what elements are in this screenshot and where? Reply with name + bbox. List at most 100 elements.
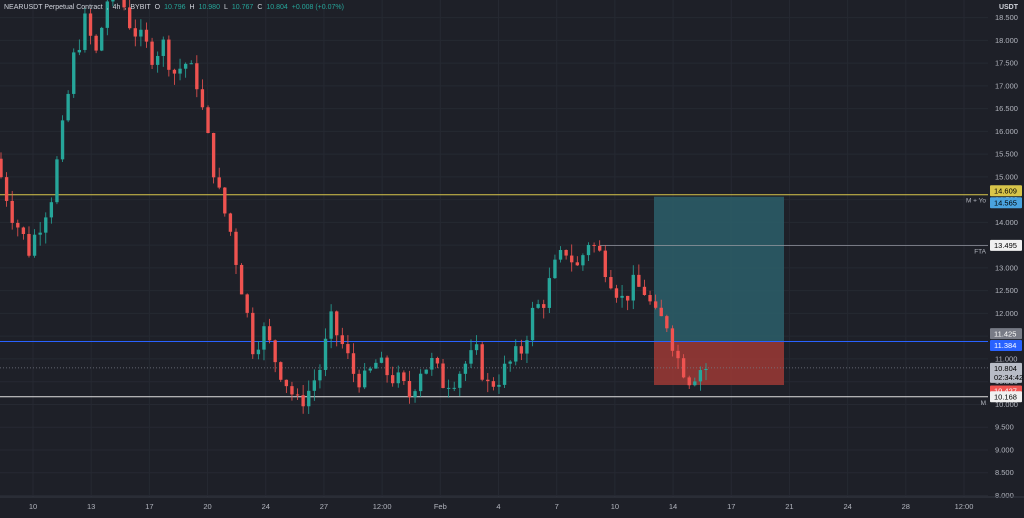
candle-body — [273, 340, 277, 363]
price-tick-label: 15.500 — [995, 150, 1018, 159]
candle-body — [346, 344, 350, 354]
candle-body — [88, 13, 93, 36]
candle-body — [340, 335, 344, 345]
candle-body — [301, 395, 305, 407]
candle-body — [446, 387, 451, 389]
candle-body — [413, 391, 417, 398]
symbol-legend[interactable]: NEARUSDT Perpetual Contract, 4h, BYBIT O… — [4, 4, 344, 11]
candle-body — [167, 39, 171, 70]
candle-body — [178, 68, 182, 74]
tag-stop-red: 10.427 — [994, 387, 1017, 396]
candle-body — [49, 202, 54, 218]
price-tick-label: 13.000 — [995, 263, 1018, 272]
candle-body — [458, 373, 462, 388]
price-tick-label: 12.500 — [995, 286, 1018, 295]
candle-body — [10, 200, 14, 223]
candle-body — [111, 0, 115, 2]
candle-body — [234, 231, 238, 265]
candle-body — [21, 227, 26, 235]
tag-top-blue: 14.565 — [994, 198, 1017, 207]
candle-body — [77, 49, 82, 53]
time-tick-label: 24 — [843, 502, 851, 511]
change-value: +0.008 (+0.07%) — [291, 4, 344, 11]
candle-body — [676, 350, 680, 359]
level-line-label: M — [981, 400, 986, 407]
stop-loss-zone — [654, 341, 784, 386]
time-tick-label: 21 — [785, 502, 793, 511]
candle-body — [262, 326, 266, 350]
candle-body — [452, 387, 456, 389]
candle-body — [407, 381, 412, 398]
price-tick-label: 11.000 — [995, 354, 1017, 363]
time-tick-label: 10 — [611, 502, 619, 511]
candle-body — [374, 362, 378, 369]
candle-body — [681, 358, 686, 378]
candle-body — [536, 304, 540, 308]
candle-body — [38, 232, 42, 235]
price-tick-label: 10.000 — [995, 400, 1018, 409]
tag-upper-blue-bg — [990, 339, 1022, 351]
candle-body — [27, 234, 31, 256]
candle-body — [183, 63, 188, 69]
time-tick-label: Feb — [434, 502, 447, 511]
candle-body — [161, 39, 165, 56]
symbol-name[interactable]: NEARUSDT Perpetual Contract — [4, 4, 103, 11]
candle-body — [491, 381, 496, 387]
tag-fta-bg — [990, 239, 1022, 251]
candle-body — [665, 316, 669, 329]
close-value: 10.804 — [266, 4, 288, 11]
candle-body — [223, 187, 227, 214]
time-tick-label: 28 — [902, 502, 910, 511]
candle-body — [206, 107, 210, 133]
price-tick-label: 8.500 — [995, 468, 1014, 477]
candle-body — [144, 29, 149, 42]
candle-body — [55, 159, 59, 203]
candle-body — [519, 346, 524, 354]
tag-last-price-bg — [990, 362, 1022, 383]
level-line-label: FTA — [974, 248, 986, 255]
price-tick-label: 18.000 — [995, 36, 1018, 45]
tag-last-price: 10.804 — [994, 364, 1017, 373]
candle-body — [693, 381, 697, 386]
time-axis[interactable]: 10 13 17 20 24 27 12:00 Feb 4 7 10 14 17 21 24 28 12:00 — [0, 496, 1024, 511]
candle-body — [307, 390, 311, 407]
time-tick-label: 24 — [262, 502, 270, 511]
candle-body — [625, 295, 630, 301]
price-axis[interactable]: 18.500 18.000 17.500 17.000 16.500 16.000 15.5… — [995, 13, 1018, 500]
time-tick-label: 12:00 — [955, 502, 974, 511]
candle-body — [564, 249, 568, 256]
candle-body — [474, 344, 479, 351]
candle-body — [295, 394, 300, 396]
candle-body — [267, 326, 272, 341]
candle-body — [558, 249, 563, 260]
candle-body — [648, 295, 652, 302]
price-tick-label: 8.000 — [995, 491, 1014, 500]
candle-body — [637, 274, 641, 287]
grid-lines — [0, 0, 988, 497]
time-tick-label: 14 — [669, 502, 677, 511]
candle-body — [502, 363, 507, 385]
tag-fta: 13.495 — [994, 241, 1017, 250]
candle-body — [653, 301, 658, 308]
price-tick-label: 17.500 — [995, 59, 1018, 68]
tag-upper-grey-bg — [990, 328, 1022, 340]
candle-body — [60, 120, 65, 160]
candle-body — [368, 368, 372, 371]
candle-body — [83, 13, 87, 50]
candle-body — [32, 234, 37, 256]
tag-bottom-white-bg — [990, 391, 1022, 403]
price-tick-label: 16.500 — [995, 104, 1018, 113]
candle-body — [318, 369, 322, 381]
interval[interactable]: 4h — [112, 4, 121, 11]
candle-body — [94, 35, 98, 51]
tag-upper-blue: 11.384 — [994, 341, 1016, 350]
candle-body — [441, 363, 445, 388]
candle-body — [290, 386, 294, 395]
candle-body — [547, 278, 552, 308]
candle-body — [139, 29, 143, 37]
candle-body — [530, 307, 535, 341]
candle-body — [525, 340, 529, 354]
